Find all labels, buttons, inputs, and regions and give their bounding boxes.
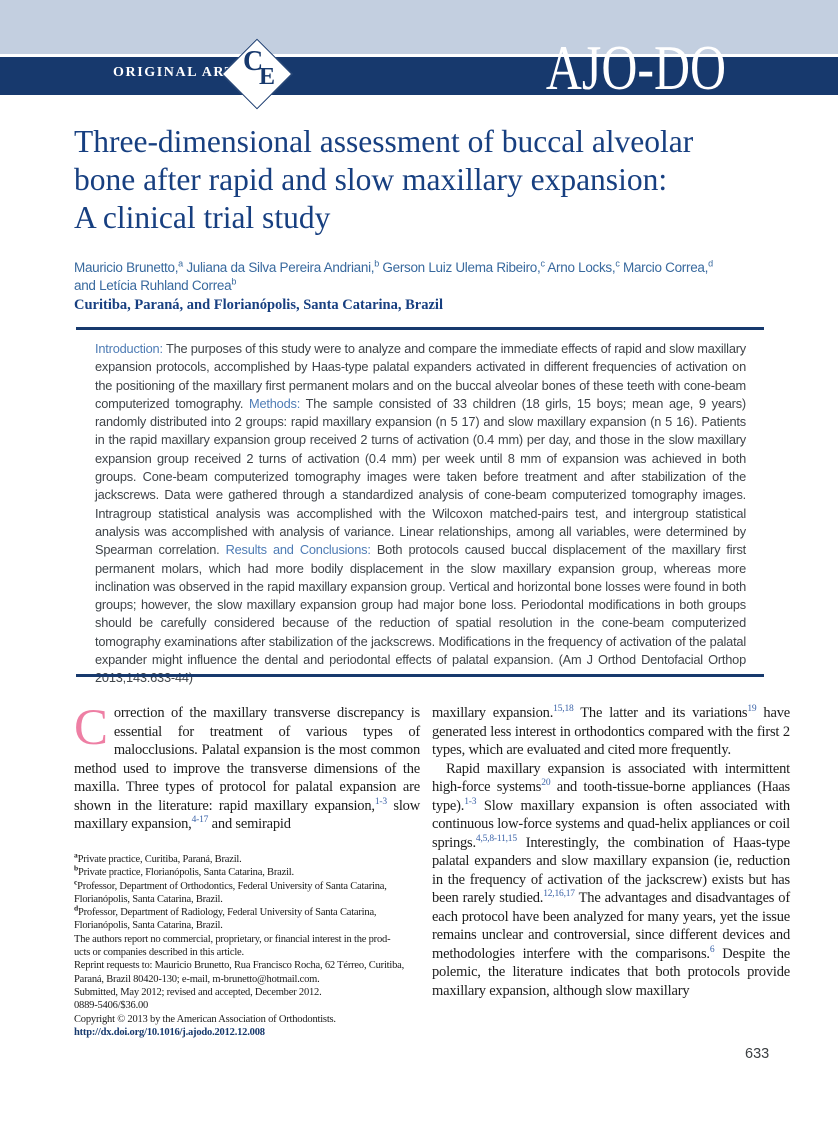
paragraph: Rapid maxillary expansion is associated … [432,760,791,999]
affiliation-line: Curitiba, Paraná, and Florianópolis, San… [74,297,443,313]
footnote-line: ucts or companies described in this arti… [74,947,244,959]
footnote-line: dProfessor, Department of Radiology, Fed… [74,903,377,919]
author-list: Mauricio Brunetto,a Juliana da Silva Per… [74,259,814,295]
ce-badge-letter-c: C [243,46,264,77]
footnote-line: Submitted, May 2012; revised and accepte… [74,986,322,998]
header-band-light [0,0,838,54]
ce-badge: C E [220,37,294,111]
dropcap: C [74,700,108,756]
abstract-text: Introduction: The purposes of this study… [95,341,746,686]
abstract-bottom-rule [76,674,764,677]
page-number: 633 [745,1046,770,1062]
journal-logo: AJO-DO [545,32,726,103]
ce-badge-letter-e: E [259,64,276,90]
paragraph: maxillary expansion.15,18 The latter and… [432,704,791,758]
footnote-line: Copyright © 2013 by the American Associa… [74,1013,336,1025]
author-line: and Letícia Ruhland Correab [74,276,237,293]
abstract-top-rule [76,327,764,330]
header-band-navy: ORIGINAL ARTICLE [0,57,838,95]
footnote-line: Reprint requests to: Mauricio Brunetto, … [74,960,405,972]
footnote-block: aPrivate practice, Curitiba, Paraná, Bra… [74,850,426,1039]
author-line: Mauricio Brunetto,a Juliana da Silva Per… [74,258,713,275]
doi-link[interactable]: http://dx.doi.org/10.1016/j.ajodo.2012.1… [74,1026,265,1038]
paragraph-text: orrection of the maxillary transverse di… [74,705,420,832]
footnote-line: bPrivate practice, Florianópolis, Santa … [74,863,294,879]
title-line: A clinical trial study [74,200,331,235]
footnote-line: cProfessor, Department of Orthodontics, … [74,877,387,892]
footnote-line: aPrivate practice, Curitiba, Paraná, Bra… [74,850,242,865]
title-line: Three-dimensional assessment of buccal a… [74,124,694,159]
body-column-right: maxillary expansion.15,18 The latter and… [432,704,790,1000]
footnote-line: 0889-5406/$36.00 [74,1000,149,1012]
footnote-line: Paraná, Brazil 80420-130; e-mail, m-brun… [74,973,320,985]
footnote-line: Florianópolis, Santa Catarina, Brazil. [74,893,223,905]
article-title: Three-dimensional assessment of buccal a… [74,123,794,237]
footnote-line: The authors report no commercial, propri… [74,933,391,945]
footnote-line: Florianópolis, Santa Catarina, Brazil. [74,920,223,932]
title-line: bone after rapid and slow maxillary expa… [74,162,668,197]
